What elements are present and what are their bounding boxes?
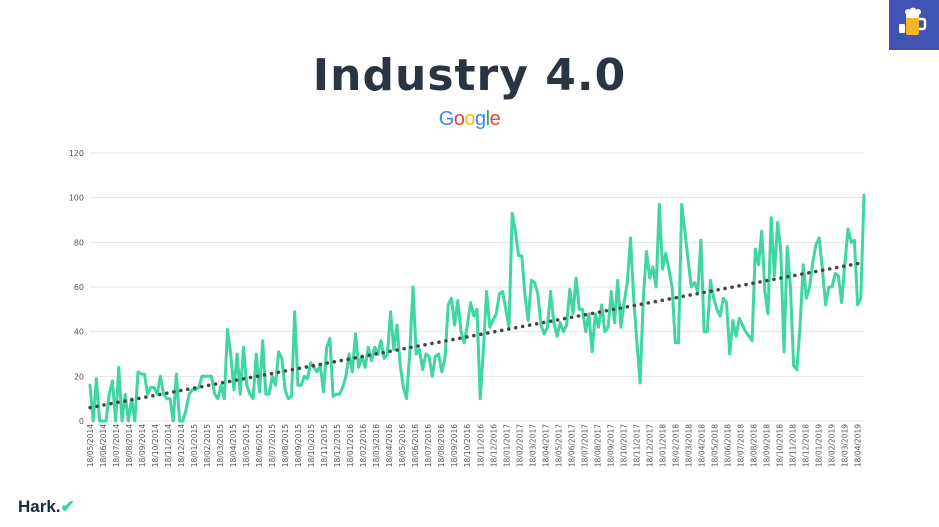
x-tick-label: 18/09/2016 bbox=[450, 424, 459, 467]
x-tick-label: 18/12/2015 bbox=[333, 424, 342, 467]
google-letter: G bbox=[438, 108, 455, 130]
x-tick-label: 18/10/2016 bbox=[463, 424, 472, 467]
x-tick-label: 18/08/2016 bbox=[437, 424, 446, 467]
brand-name: Hark. bbox=[18, 497, 61, 516]
y-tick-label: 120 bbox=[69, 149, 84, 158]
x-tick-label: 18/01/2018 bbox=[658, 424, 667, 467]
x-tick-label: 18/08/2015 bbox=[281, 424, 290, 467]
series-line bbox=[88, 193, 866, 423]
x-tick-label: 18/07/2014 bbox=[112, 424, 121, 467]
x-tick-label: 18/03/2015 bbox=[216, 424, 225, 467]
x-tick-label: 18/07/2016 bbox=[424, 424, 433, 467]
x-tick-label: 18/05/2016 bbox=[398, 424, 407, 467]
x-tick-label: 18/11/2017 bbox=[632, 424, 641, 467]
x-tick-label: 18/04/2017 bbox=[541, 424, 550, 467]
google-letter: l bbox=[485, 108, 490, 130]
x-tick-label: 18/10/2018 bbox=[775, 424, 784, 467]
x-tick-label: 18/10/2014 bbox=[151, 424, 160, 467]
x-tick-label: 18/11/2016 bbox=[476, 424, 485, 467]
y-tick-label: 0 bbox=[79, 417, 84, 426]
beer-mug-icon bbox=[899, 7, 927, 35]
x-tick-label: 18/07/2015 bbox=[268, 424, 277, 467]
x-tick-label: 18/02/2018 bbox=[671, 424, 680, 467]
x-tick-label: 18/02/2016 bbox=[359, 424, 368, 467]
x-tick-label: 18/10/2015 bbox=[307, 424, 316, 467]
x-tick-label: 18/03/2016 bbox=[372, 424, 381, 467]
x-tick-label: 18/06/2015 bbox=[255, 424, 264, 467]
x-tick-label: 18/07/2017 bbox=[580, 424, 589, 467]
x-tick-label: 18/05/2015 bbox=[242, 424, 251, 467]
x-tick-label: 18/04/2015 bbox=[229, 424, 238, 467]
y-tick-label: 100 bbox=[69, 194, 84, 203]
google-letter: e bbox=[489, 108, 501, 130]
x-tick-label: 18/01/2016 bbox=[346, 424, 355, 467]
x-tick-label: 18/02/2015 bbox=[203, 424, 212, 467]
x-tick-label: 18/08/2018 bbox=[749, 424, 758, 467]
x-tick-label: 18/09/2017 bbox=[606, 424, 615, 467]
hark-logo: Hark.✔ bbox=[18, 497, 75, 517]
x-tick-label: 18/05/2014 bbox=[86, 424, 95, 467]
y-tick-label: 40 bbox=[74, 328, 84, 337]
x-tick-label: 18/08/2017 bbox=[593, 424, 602, 467]
x-tick-label: 18/12/2018 bbox=[801, 424, 810, 467]
google-letter: g bbox=[475, 108, 486, 130]
x-tick-label: 18/01/2017 bbox=[502, 424, 511, 467]
x-tick-label: 18/12/2017 bbox=[645, 424, 654, 467]
x-tick-label: 18/09/2018 bbox=[762, 424, 771, 467]
x-tick-label: 18/07/2018 bbox=[736, 424, 745, 467]
google-logo: Google bbox=[0, 108, 939, 131]
x-tick-label: 18/01/2019 bbox=[814, 424, 823, 467]
x-tick-label: 18/11/2018 bbox=[788, 424, 797, 467]
x-tick-label: 18/04/2016 bbox=[385, 424, 394, 467]
y-tick-label: 80 bbox=[74, 238, 84, 247]
x-tick-label: 18/06/2014 bbox=[99, 424, 108, 467]
x-tick-label: 18/09/2015 bbox=[294, 424, 303, 467]
x-tick-label: 18/02/2017 bbox=[515, 424, 524, 467]
x-tick-label: 18/04/2018 bbox=[697, 424, 706, 467]
x-tick-label: 18/06/2018 bbox=[723, 424, 732, 467]
beer-badge[interactable] bbox=[889, 0, 939, 50]
x-tick-label: 18/12/2014 bbox=[177, 424, 186, 467]
x-tick-label: 18/04/2019 bbox=[853, 424, 862, 467]
x-tick-label: 18/11/2015 bbox=[320, 424, 329, 467]
x-tick-label: 18/05/2017 bbox=[554, 424, 563, 467]
x-tick-label: 18/11/2014 bbox=[164, 424, 173, 467]
x-tick-label: 18/08/2014 bbox=[125, 424, 134, 467]
x-tick-label: 18/02/2019 bbox=[827, 424, 836, 467]
y-tick-label: 60 bbox=[74, 283, 84, 292]
x-tick-label: 18/06/2017 bbox=[567, 424, 576, 467]
x-tick-label: 18/12/2016 bbox=[489, 424, 498, 467]
google-letter: o bbox=[464, 108, 476, 130]
x-tick-label: 18/01/2015 bbox=[190, 424, 199, 467]
page-title: Industry 4.0 bbox=[312, 50, 627, 101]
x-tick-label: 18/09/2014 bbox=[138, 424, 147, 467]
google-letter: o bbox=[453, 108, 465, 130]
x-tick-label: 18/03/2019 bbox=[840, 424, 849, 467]
brand-mark: ✔ bbox=[60, 497, 75, 516]
x-tick-label: 18/10/2017 bbox=[619, 424, 628, 467]
y-tick-label: 20 bbox=[74, 372, 84, 381]
x-tick-label: 18/06/2016 bbox=[411, 424, 420, 467]
x-tick-label: 18/03/2017 bbox=[528, 424, 537, 467]
x-tick-label: 18/03/2018 bbox=[684, 424, 693, 467]
x-tick-label: 18/05/2018 bbox=[710, 424, 719, 467]
